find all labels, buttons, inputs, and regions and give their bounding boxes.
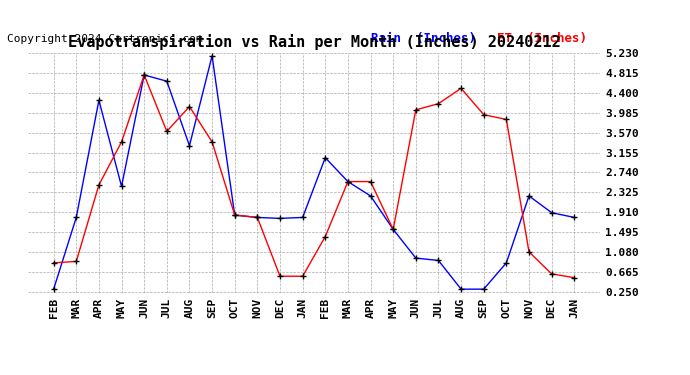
Text: Copyright 2024 Cartronics.com: Copyright 2024 Cartronics.com bbox=[7, 34, 203, 44]
Text: Rain  (Inches): Rain (Inches) bbox=[371, 32, 476, 45]
Title: Evapotranspiration vs Rain per Month (Inches) 20240212: Evapotranspiration vs Rain per Month (In… bbox=[68, 34, 560, 50]
Text: ET  (Inches): ET (Inches) bbox=[497, 32, 587, 45]
